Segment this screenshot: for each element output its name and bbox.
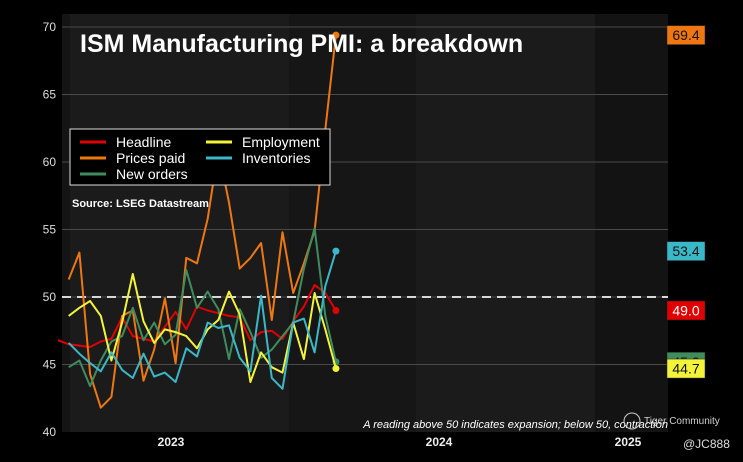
series-end-point-inventories <box>332 247 340 255</box>
end-label-box-prices-paid <box>666 25 706 45</box>
y-axis-ticks: 40 45 50 55 60 65 70 <box>43 20 57 439</box>
legend-label-inventories: Inventories <box>242 150 310 166</box>
series-end-point-headline <box>332 307 340 314</box>
y-tick-45: 45 <box>43 358 57 372</box>
end-label-headline: 49.0 <box>672 303 699 319</box>
end-label-prices-paid: 69.4 <box>672 27 699 43</box>
y-tick-65: 65 <box>43 88 57 102</box>
legend-label-headline: Headline <box>116 134 171 150</box>
y-tick-40: 40 <box>43 425 57 439</box>
y-tick-55: 55 <box>43 223 57 237</box>
series-line-new-orders <box>68 227 337 388</box>
author-handle: @JC888 <box>683 437 730 451</box>
series-line-prices-paid <box>67 34 337 409</box>
y-tick-70: 70 <box>43 20 57 34</box>
gridlines <box>62 26 668 365</box>
chart-title: ISM Manufacturing PMI: a breakdown <box>80 30 523 58</box>
legend-label-new-orders: New orders <box>116 166 188 182</box>
series-end-point-employment <box>332 365 340 373</box>
x-tick-2025: 2025 <box>615 435 642 449</box>
legend-label-employment: Employment <box>242 134 320 150</box>
footnote: A reading above 50 indicates expansion; … <box>362 419 668 431</box>
end-label-box-employment <box>666 358 706 379</box>
y-tick-50: 50 <box>43 290 57 304</box>
x-axis-labels: 2023 2024 2025 <box>158 435 642 449</box>
year-band-2025 <box>595 14 668 432</box>
end-label-inventories: 53.4 <box>672 243 699 259</box>
x-tick-2024: 2024 <box>426 435 453 449</box>
series-line-inventories <box>67 250 337 390</box>
watermark-logo-icon <box>623 412 641 430</box>
legend-box <box>69 128 331 186</box>
end-label-box-headline <box>666 300 706 321</box>
year-band-2024-start <box>289 14 416 432</box>
source-label: Source: LSEG Datastream <box>72 198 209 210</box>
year-band-2022 <box>62 14 70 432</box>
y-tick-60: 60 <box>43 155 57 169</box>
watermark: Tiger Community <box>623 412 720 430</box>
series-end-point-prices-paid <box>332 31 340 39</box>
end-label-employment: 44.7 <box>672 361 699 377</box>
end-label-box-inventories <box>666 241 706 261</box>
series-layer: 49.069.445.244.753.4 <box>57 25 706 409</box>
legend-label-prices-paid: Prices paid <box>116 150 185 166</box>
x-tick-2023: 2023 <box>158 435 185 449</box>
watermark-text: Tiger Community <box>644 416 720 427</box>
